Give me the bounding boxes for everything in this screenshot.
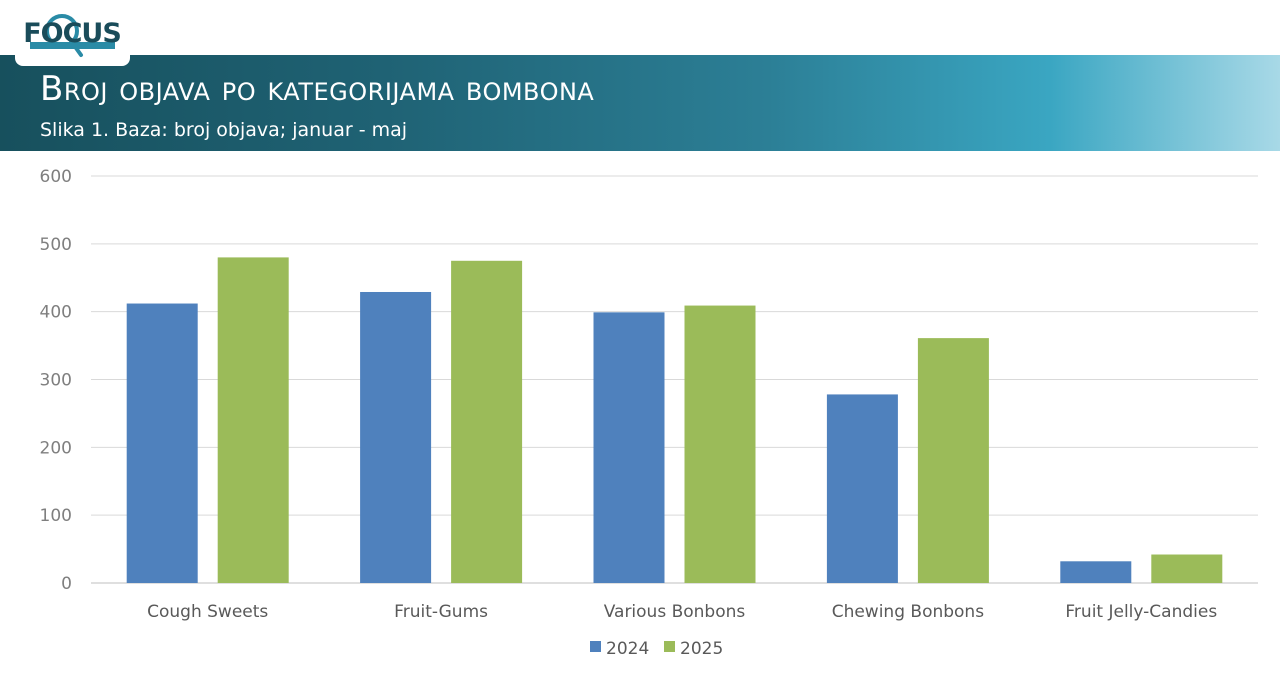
bar-chart: 0 100 200 300 400 500 600 Cough Sweets Fruit-Gum… bbox=[40, 167, 1258, 659]
bar-2025 bbox=[451, 260, 523, 583]
focus-logo: FOCUS bbox=[15, 0, 130, 66]
x-category-label: Chewing Bonbons bbox=[832, 602, 985, 622]
x-category-label: Cough Sweets bbox=[147, 602, 268, 622]
y-tick-label: 600 bbox=[40, 167, 72, 187]
svg-text:FOCUS: FOCUS bbox=[23, 18, 121, 49]
page-title: Broj objava po kategorijama bombona bbox=[40, 69, 595, 109]
bar-2024 bbox=[826, 394, 898, 583]
y-tick-label: 400 bbox=[40, 303, 72, 323]
bar-2025 bbox=[917, 338, 989, 583]
x-category-label: Fruit Jelly-Candies bbox=[1065, 602, 1217, 622]
bar-2025 bbox=[1151, 554, 1223, 583]
bar-2024 bbox=[1060, 561, 1132, 583]
bar-2024 bbox=[593, 312, 665, 583]
y-tick-label: 200 bbox=[40, 438, 72, 458]
y-tick-label: 500 bbox=[40, 235, 72, 255]
legend-swatch bbox=[590, 641, 601, 652]
bar-2024 bbox=[360, 291, 432, 583]
x-category-label: Fruit-Gums bbox=[394, 602, 488, 622]
legend-entry: 2024 bbox=[606, 639, 649, 659]
bar-2025 bbox=[217, 257, 289, 583]
bar-2025 bbox=[684, 305, 756, 583]
y-tick-label: 0 bbox=[61, 574, 72, 594]
header-banner: Broj objava po kategorijama bombona Slik… bbox=[0, 55, 1280, 151]
page-subtitle: Slika 1. Baza: broj objava; januar - maj bbox=[40, 119, 408, 141]
legend-entry: 2025 bbox=[680, 639, 723, 659]
y-tick-label: 300 bbox=[40, 371, 72, 391]
legend-swatch bbox=[664, 641, 675, 652]
bar-2024 bbox=[126, 303, 198, 583]
x-category-label: Various Bonbons bbox=[604, 602, 746, 622]
y-tick-label: 100 bbox=[40, 506, 72, 526]
focus-logo-mark: FOCUS bbox=[23, 14, 122, 57]
